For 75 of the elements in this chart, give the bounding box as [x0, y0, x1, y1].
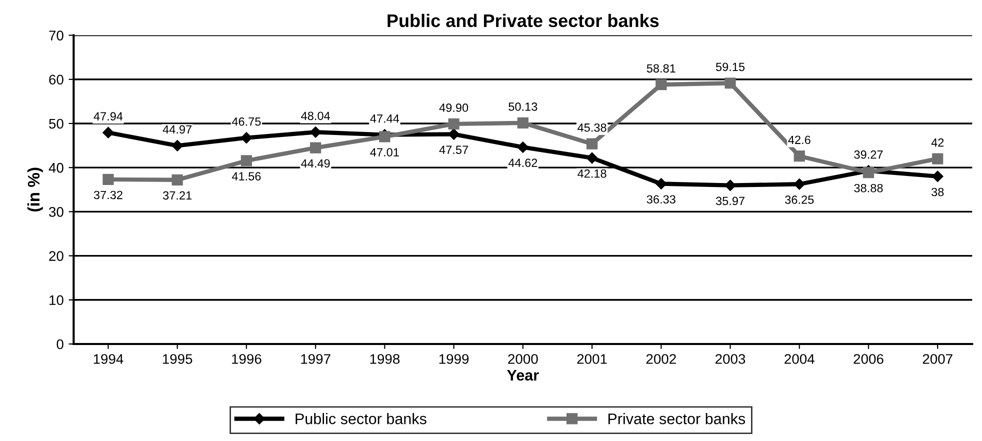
data-label: 47.01 — [370, 148, 399, 156]
data-label: 42.6 — [788, 136, 810, 144]
data-label: 45.38 — [578, 123, 606, 132]
point — [586, 152, 598, 164]
point — [932, 153, 944, 164]
y-tick-label: 10 — [50, 295, 64, 306]
data-label: 59.15 — [716, 62, 745, 72]
point — [172, 174, 183, 186]
y-tick-label: 70 — [49, 30, 64, 40]
data-label: 39.27 — [854, 150, 883, 159]
y-tick-label: 60 — [49, 74, 64, 85]
data-label: 42 — [931, 138, 944, 147]
y-tick-label: 0 — [56, 339, 64, 350]
data-label: 35.97 — [716, 196, 744, 206]
y-axis-title: (in %) — [27, 168, 43, 212]
data-label: 47.94 — [94, 112, 123, 121]
point — [240, 155, 252, 166]
data-label: 46.75 — [232, 117, 261, 126]
point — [794, 178, 805, 190]
data-label: 37.32 — [94, 190, 122, 200]
y-tick-label: 50 — [49, 118, 64, 129]
data-label: 48.04 — [301, 112, 330, 120]
x-tick-label: 1995 — [162, 354, 192, 364]
data-label: 47.44 — [370, 114, 400, 123]
data-label: 44.62 — [508, 158, 538, 167]
point — [102, 174, 114, 185]
data-label: 44.97 — [162, 125, 192, 134]
point — [448, 118, 460, 130]
x-tick-label: 1994 — [94, 354, 124, 364]
x-tick-label: 1999 — [439, 354, 469, 364]
data-label: 47.57 — [439, 146, 468, 154]
point — [172, 140, 183, 152]
x-axis-title: Year — [507, 370, 539, 381]
data-label: 37.21 — [163, 191, 192, 200]
x-tick-label: 2004 — [784, 354, 814, 364]
point — [932, 170, 944, 182]
point — [310, 126, 322, 138]
y-tick-label: 30 — [49, 207, 64, 217]
point — [517, 142, 529, 153]
legend-label: Public sector banks — [296, 413, 426, 424]
y-tick-label: 20 — [49, 251, 64, 261]
legend-label: Private sector banks — [608, 413, 746, 424]
data-label: 38 — [932, 188, 944, 196]
chart-title: Public and Private sector banks — [388, 14, 659, 28]
point — [379, 131, 390, 142]
x-tick-label: 1996 — [232, 354, 262, 364]
point — [794, 150, 805, 162]
data-label: 38.88 — [854, 184, 883, 192]
x-tick-label: 1998 — [370, 354, 400, 364]
data-label: 41.56 — [232, 172, 261, 180]
point — [656, 79, 667, 90]
point — [517, 117, 528, 128]
x-tick-label: 2000 — [508, 354, 538, 364]
point — [310, 142, 322, 154]
data-label: 44.49 — [301, 159, 330, 168]
data-label: 50.13 — [508, 102, 538, 111]
point — [102, 126, 114, 138]
x-tick-label: 2002 — [646, 354, 676, 364]
point — [586, 138, 598, 150]
x-tick-label: 2003 — [716, 354, 746, 364]
x-tick-label: 2006 — [854, 354, 884, 364]
y-tick-label: 40 — [48, 162, 64, 173]
data-label: 58.81 — [646, 64, 676, 73]
data-label: 36.33 — [646, 195, 676, 204]
data-label: 49.90 — [439, 104, 468, 112]
point — [656, 178, 667, 190]
point — [448, 128, 460, 140]
point — [724, 180, 736, 191]
point — [724, 78, 736, 89]
data-label: 36.25 — [785, 196, 814, 204]
point — [240, 132, 252, 144]
x-tick-label: 1997 — [301, 354, 330, 364]
x-tick-label: 2007 — [922, 354, 952, 364]
data-label: 42.18 — [578, 169, 606, 178]
x-tick-label: 2001 — [577, 354, 607, 364]
